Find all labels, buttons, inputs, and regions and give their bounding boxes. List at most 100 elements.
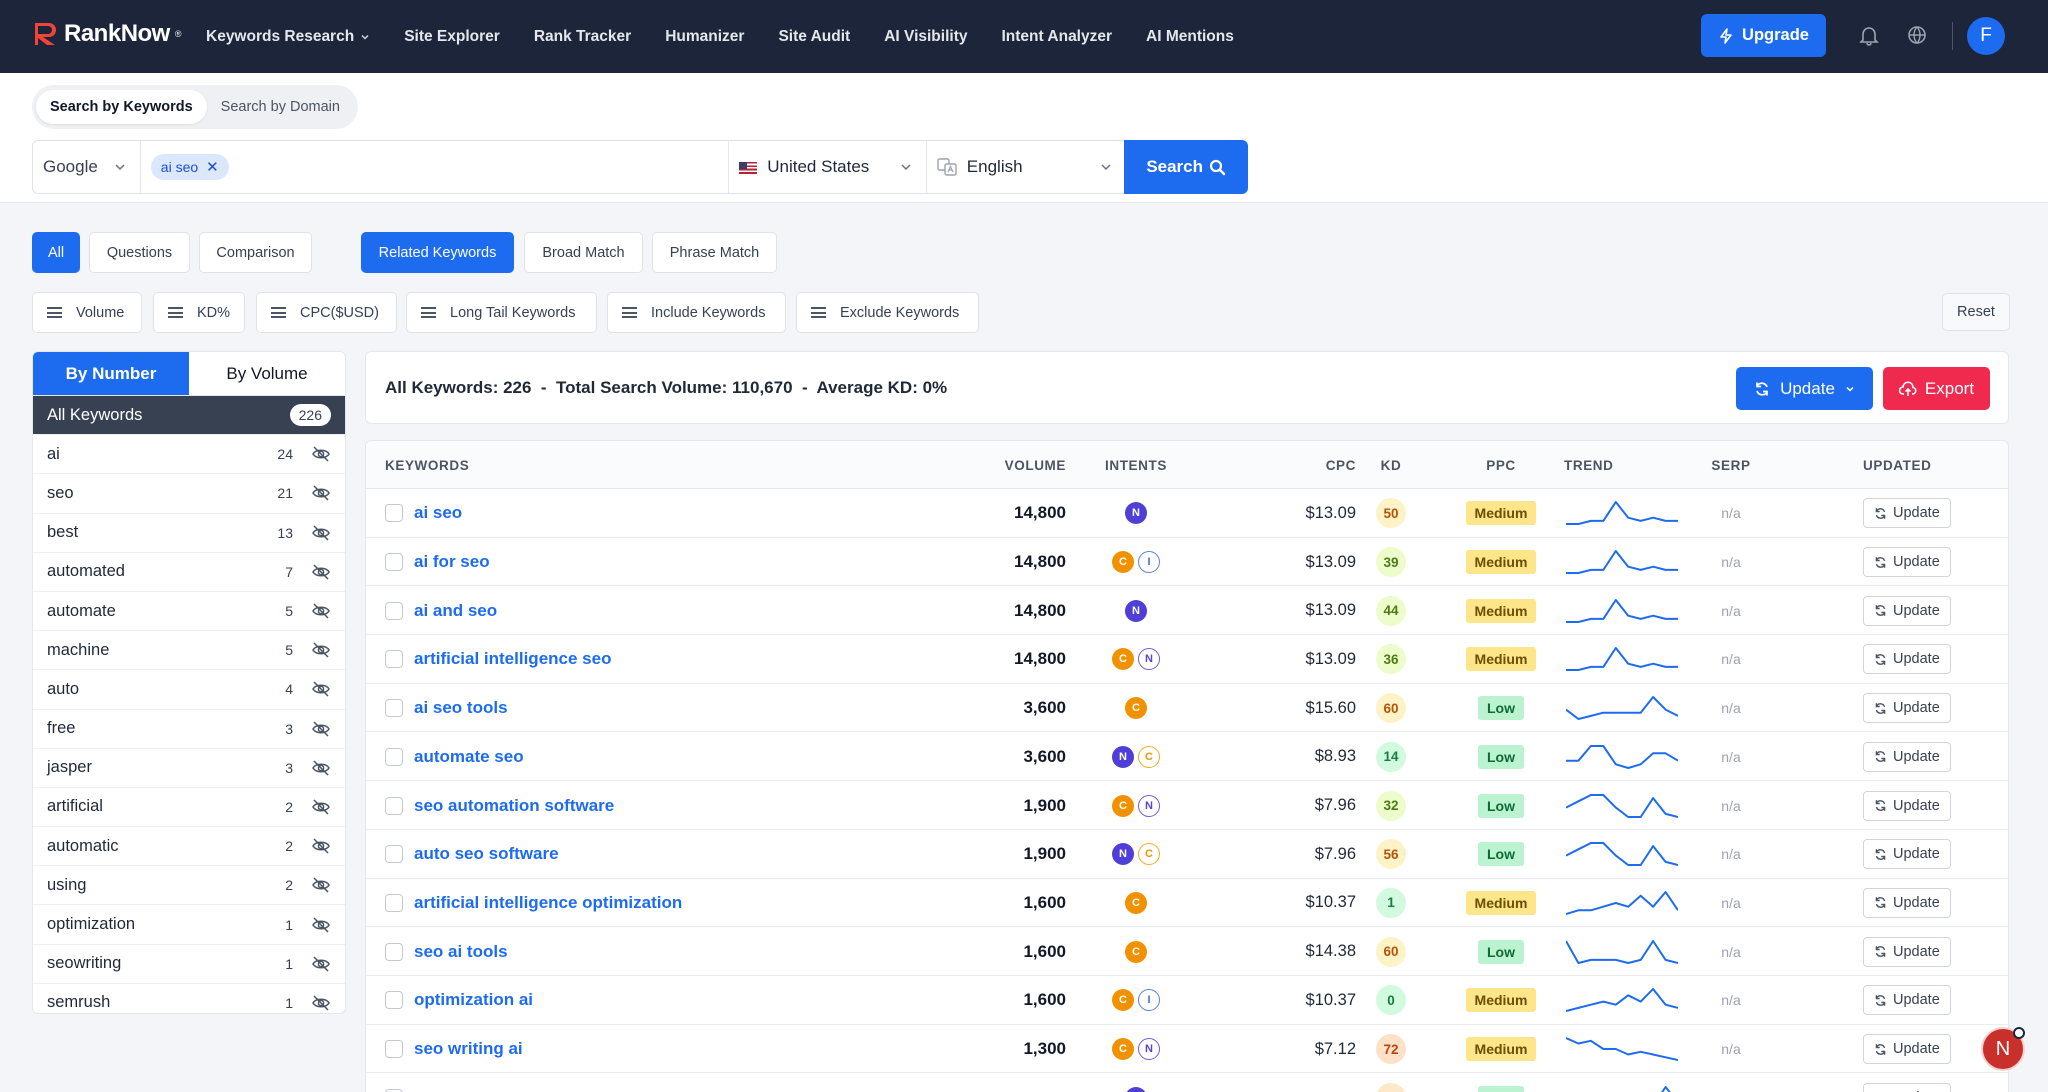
row-update-button[interactable]: Update [1863, 547, 1951, 578]
group-item[interactable]: artificial 2 [33, 788, 345, 828]
row-checkbox[interactable] [385, 747, 403, 766]
tab-search-by-keywords[interactable]: Search by Keywords [36, 90, 207, 124]
group-item[interactable]: automate 5 [33, 592, 345, 632]
group-item[interactable]: free 3 [33, 710, 345, 749]
filter-kd[interactable]: KD% [153, 292, 245, 333]
nav-item-ai-mentions[interactable]: AI Mentions [1146, 28, 1234, 46]
row-update-button[interactable]: Update [1863, 741, 1951, 772]
eye-off-icon[interactable] [311, 954, 331, 974]
table-row[interactable]: artificial intelligence optimization 1,60… [366, 879, 2008, 928]
row-checkbox[interactable] [385, 553, 403, 572]
engine-select[interactable]: Google [33, 141, 141, 193]
keyword-link[interactable]: ai seo [414, 503, 463, 523]
nav-item-rank-tracker[interactable]: Rank Tracker [534, 28, 631, 46]
keyword-link[interactable]: seo ai tools [414, 941, 508, 961]
table-row[interactable]: ai and seo 14,800 N $13.09 44 Medium n/a Update [366, 586, 2008, 636]
col-ppc[interactable]: PPC [1486, 458, 1516, 473]
tab-by-number[interactable]: By Number [33, 352, 189, 396]
table-row[interactable]: ai seo 14,800 N $13.09 50 Medium n/a Update [366, 489, 2008, 538]
eye-off-icon[interactable] [311, 523, 331, 543]
row-update-button[interactable]: Update [1863, 985, 1951, 1016]
filter-volume[interactable]: Volume [32, 292, 142, 333]
filter-all[interactable]: All [32, 232, 80, 273]
row-checkbox[interactable] [385, 1088, 403, 1092]
keyword-input[interactable]: ai seo ✕ [141, 141, 730, 193]
tab-search-by-domain[interactable]: Search by Domain [220, 99, 340, 115]
filter-related-keywords[interactable]: Related Keywords [361, 232, 514, 273]
group-item[interactable]: optimization 1 [33, 905, 345, 945]
update-dropdown-button[interactable]: Update [1736, 367, 1873, 410]
eye-off-icon[interactable] [311, 483, 331, 503]
nav-item-site-audit[interactable]: Site Audit [778, 28, 850, 46]
col-volume[interactable]: VOLUME [1004, 458, 1066, 473]
eye-off-icon[interactable] [311, 797, 331, 817]
row-checkbox[interactable] [385, 504, 403, 523]
group-item[interactable]: ai 24 [33, 435, 345, 475]
tab-by-volume[interactable]: By Volume [189, 352, 345, 396]
upgrade-button[interactable]: Upgrade [1701, 14, 1826, 57]
eye-off-icon[interactable] [311, 915, 331, 935]
keyword-link[interactable]: automate seo [414, 746, 524, 766]
group-item[interactable]: auto 4 [33, 670, 345, 710]
row-update-button[interactable]: Update [1863, 693, 1951, 724]
filter-broad-match[interactable]: Broad Match [524, 232, 643, 273]
filter-include-keywords[interactable]: Include Keywords [607, 292, 786, 333]
eye-off-icon[interactable] [311, 758, 331, 778]
keyword-link[interactable]: artificial intelligence seo [414, 649, 612, 669]
eye-off-icon[interactable] [311, 562, 331, 582]
col-cpc[interactable]: CPC [1325, 458, 1356, 473]
keyword-link[interactable]: ai for seo [414, 552, 490, 572]
row-update-button[interactable]: Update [1863, 1082, 1951, 1092]
keyword-link[interactable]: optimization ai [414, 990, 533, 1010]
keyword-link[interactable]: seo automation software [414, 795, 615, 815]
eye-off-icon[interactable] [311, 836, 331, 856]
export-button[interactable]: Export [1883, 367, 1990, 410]
keyword-link[interactable]: auto seo software [414, 844, 559, 864]
row-update-button[interactable]: Update [1863, 936, 1951, 967]
table-row[interactable]: auto seo software 1,900 N C $7.96 56 Low n/a Upd… [366, 830, 2008, 879]
row-update-button[interactable]: Update [1863, 1034, 1951, 1065]
row-checkbox[interactable] [385, 942, 403, 961]
filter-exclude-keywords[interactable]: Exclude Keywords [796, 292, 979, 333]
col-kd[interactable]: KD [1380, 458, 1402, 473]
row-checkbox[interactable] [385, 650, 403, 669]
nav-item-intent-analyzer[interactable]: Intent Analyzer [1001, 28, 1112, 46]
row-checkbox[interactable] [385, 1040, 403, 1059]
row-update-button[interactable]: Update [1863, 498, 1951, 529]
group-item[interactable]: jasper 3 [33, 749, 345, 788]
keyword-link[interactable]: seo writing ai [414, 1039, 523, 1059]
eye-off-icon[interactable] [311, 993, 331, 1013]
table-row[interactable]: automate seo 3,600 N C $8.93 14 Low n/a Update [366, 733, 2008, 782]
nav-item-keywords-research[interactable]: Keywords Research [206, 28, 370, 46]
row-checkbox[interactable] [385, 601, 403, 620]
nav-item-humanizer[interactable]: Humanizer [665, 28, 744, 46]
row-update-button[interactable]: Update [1863, 644, 1951, 675]
filter-long-tail[interactable]: Long Tail Keywords [406, 292, 597, 333]
filter-phrase-match[interactable]: Phrase Match [652, 232, 777, 273]
row-update-button[interactable]: Update [1863, 790, 1951, 821]
row-checkbox[interactable] [385, 699, 403, 718]
reset-button[interactable]: Reset [1942, 293, 2010, 331]
table-row[interactable]: artificial intelligence seo 14,800 C N $13.0… [366, 635, 2008, 684]
table-row[interactable]: seo writing ai 1,300 C N $7.12 72 Medium n/a Upd… [366, 1025, 2008, 1074]
chip-remove-icon[interactable]: ✕ [206, 159, 219, 176]
row-update-button[interactable]: Update [1863, 887, 1951, 918]
eye-off-icon[interactable] [311, 875, 331, 895]
group-item[interactable]: using 2 [33, 866, 345, 906]
eye-off-icon[interactable] [311, 444, 331, 464]
group-all-keywords[interactable]: All Keywords 226 [33, 396, 345, 436]
keyword-link[interactable]: ai seo tools [414, 698, 508, 718]
bell-icon[interactable] [1858, 24, 1880, 46]
group-item[interactable]: machine 5 [33, 631, 345, 671]
table-row[interactable]: ai for seo 14,800 C I $13.09 39 Medium n/a Updat… [366, 538, 2008, 587]
group-item[interactable]: best 13 [33, 514, 345, 553]
row-checkbox[interactable] [385, 991, 403, 1010]
row-update-button[interactable]: Update [1863, 839, 1951, 870]
table-row[interactable]: seo automation software 1,900 C N $7.96 32 Low… [366, 781, 2008, 830]
language-select[interactable]: English [927, 141, 1125, 193]
keyword-link[interactable]: ai and seo [414, 600, 498, 620]
country-select[interactable]: United States [729, 141, 927, 193]
eye-off-icon[interactable] [311, 679, 331, 699]
eye-off-icon[interactable] [311, 719, 331, 739]
row-checkbox[interactable] [385, 845, 403, 864]
